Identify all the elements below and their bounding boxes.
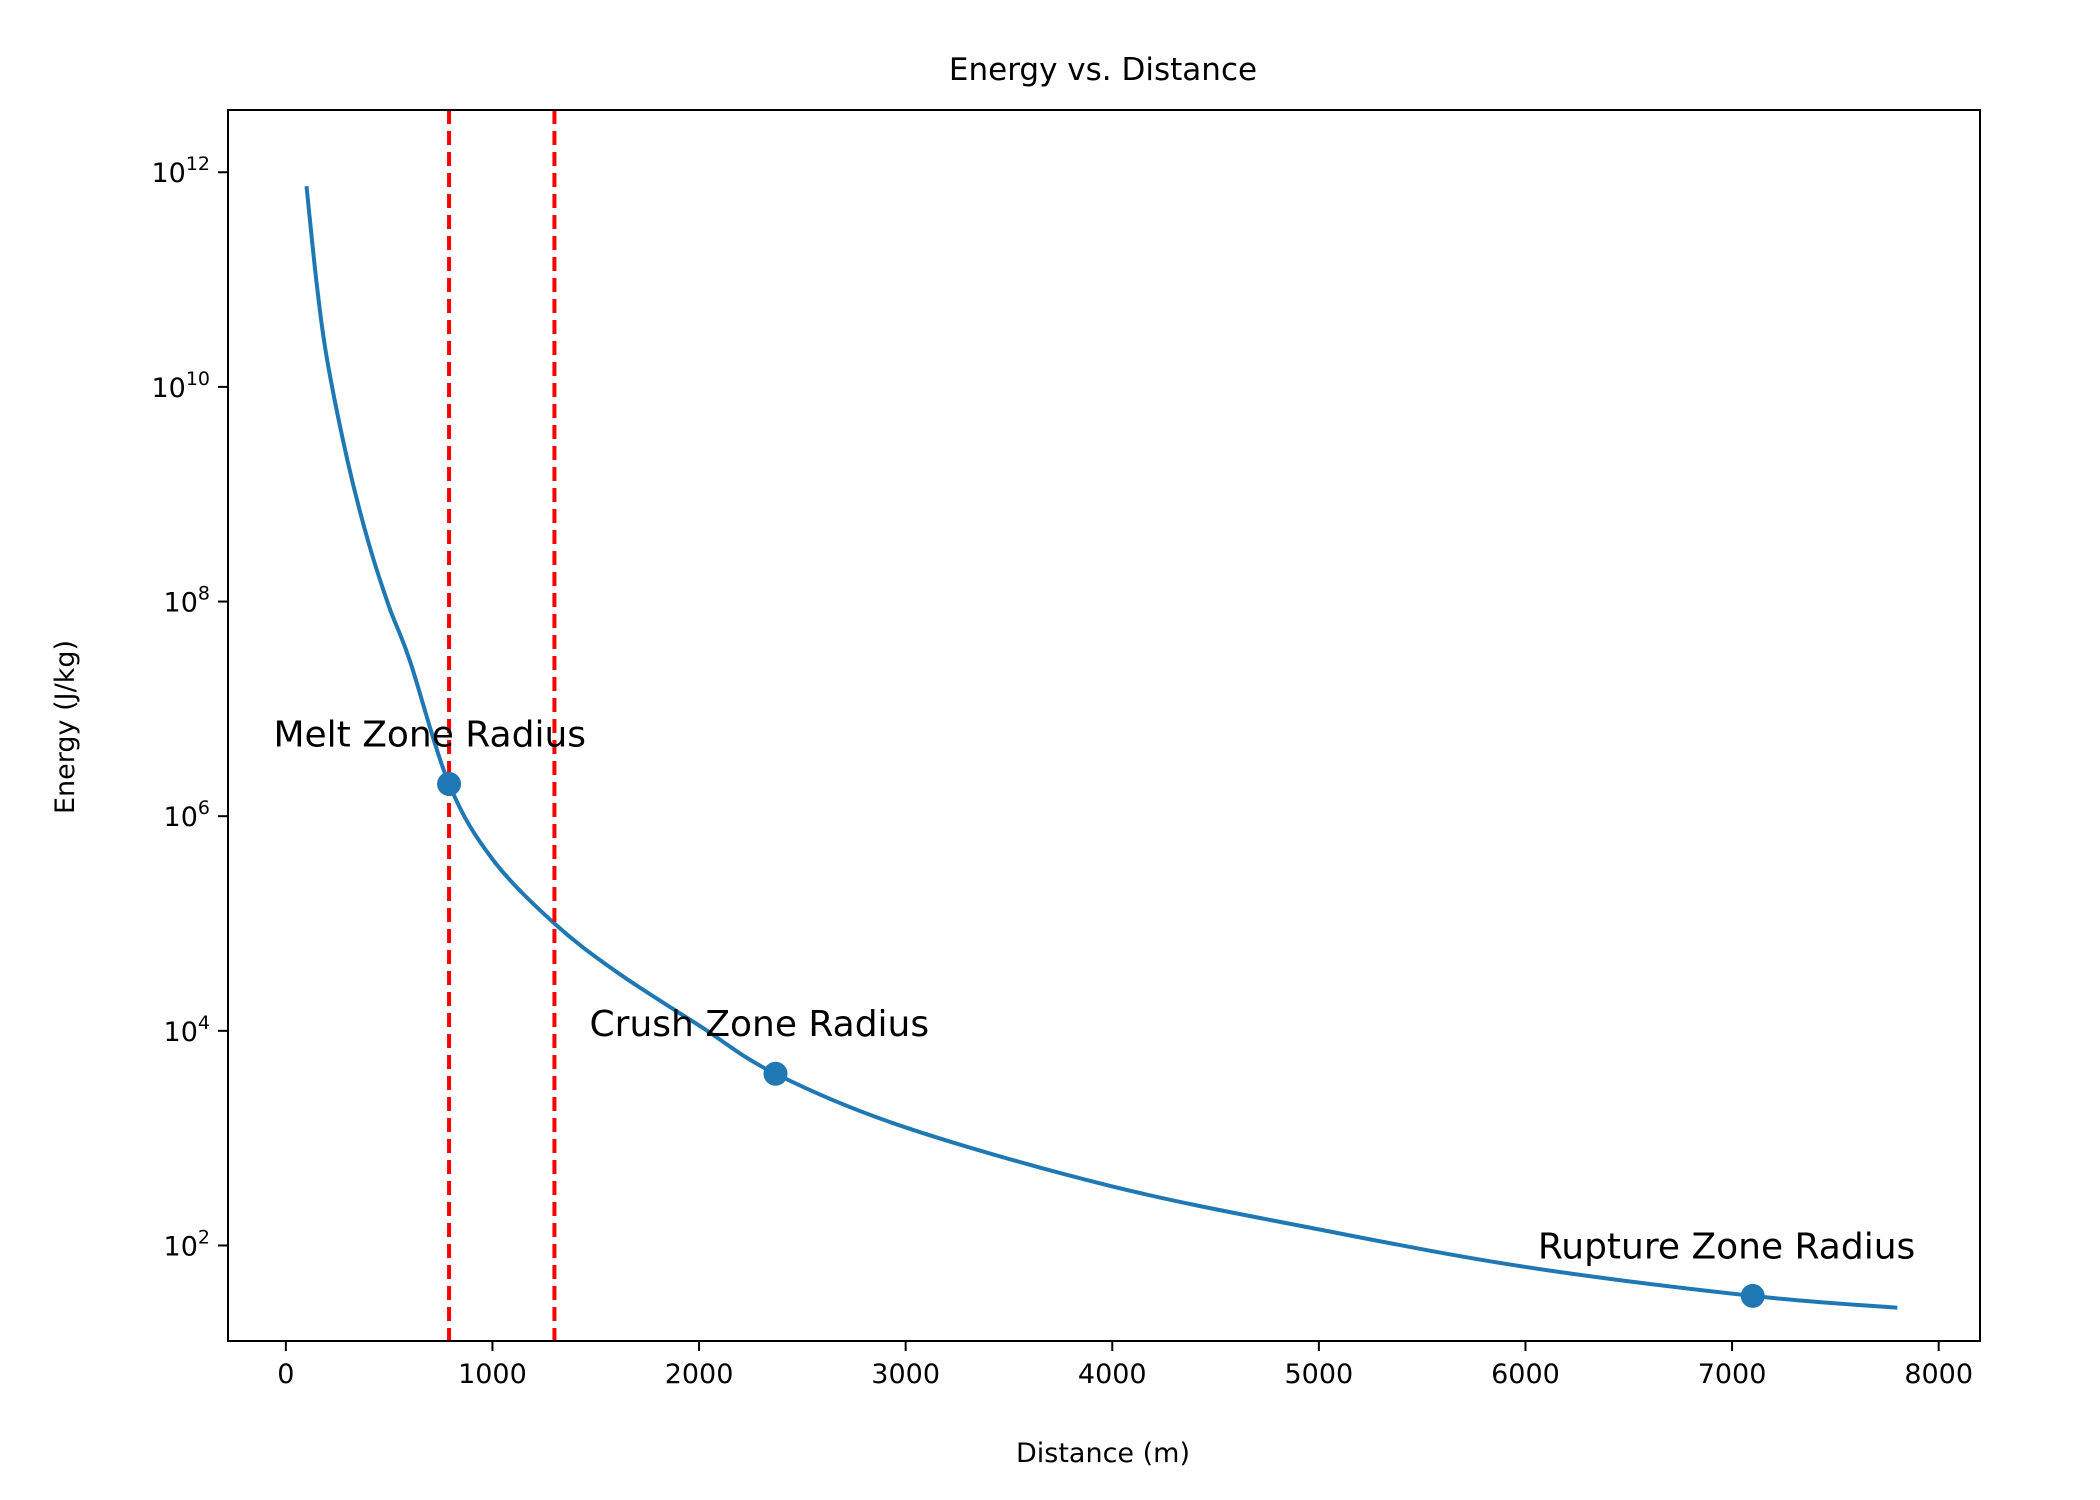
y-tick-exponent: 10	[186, 368, 210, 390]
axes-frame	[227, 109, 1981, 1342]
marker-label-0: Melt Zone Radius	[273, 714, 586, 755]
y-tick-label-2: 106	[164, 797, 210, 833]
y-tick-base: 10	[164, 588, 198, 619]
chart-title: Energy vs. Distance	[949, 52, 1257, 88]
marker-label-1: Crush Zone Radius	[590, 1004, 930, 1045]
marker-point-0	[437, 771, 462, 796]
x-tick-label-8: 8000	[1904, 1359, 1973, 1390]
y-axis-label: Energy (J/kg)	[50, 640, 81, 814]
series-line-0	[304, 185, 1898, 1310]
x-tick-label-3: 3000	[871, 1359, 940, 1390]
x-tick-label-2: 2000	[665, 1359, 734, 1390]
y-tick-base: 10	[164, 802, 198, 833]
x-tick-label-5: 5000	[1285, 1359, 1354, 1390]
x-tick-label-7: 7000	[1698, 1359, 1767, 1390]
y-tick-base: 10	[151, 158, 185, 189]
x-axis: 0 1000 2000 3000 4000 5000 6000 7000 8000	[277, 1341, 1973, 1390]
y-tick-base: 10	[151, 373, 185, 404]
y-tick-base: 10	[164, 1231, 198, 1262]
y-tick-exponent: 4	[198, 1012, 210, 1034]
y-tick-label-1: 104	[164, 1012, 210, 1048]
x-axis-label: Distance (m)	[1016, 1438, 1190, 1469]
y-tick-exponent: 6	[198, 797, 210, 819]
x-tick-label-4: 4000	[1078, 1359, 1147, 1390]
y-tick-label-5: 1012	[151, 153, 210, 189]
x-tick-label-6: 6000	[1491, 1359, 1560, 1390]
x-tick-label-0: 0	[277, 1359, 294, 1390]
y-tick-exponent: 8	[198, 583, 210, 605]
y-tick-label-3: 108	[164, 583, 210, 619]
marker-point-2	[1740, 1283, 1765, 1308]
marker-label-2: Rupture Zone Radius	[1538, 1226, 1915, 1267]
x-tick-label-1: 1000	[458, 1359, 527, 1390]
y-tick-label-0: 102	[164, 1226, 210, 1262]
y-tick-exponent: 2	[198, 1226, 210, 1248]
plot-area	[304, 110, 1898, 1341]
y-tick-label-4: 1010	[151, 368, 210, 404]
marker-point-1	[763, 1061, 788, 1086]
y-tick-exponent: 12	[186, 153, 210, 175]
annotations: Melt Zone Radius Crush Zone Radius Rupture…	[273, 714, 1915, 1308]
y-tick-base: 10	[164, 1017, 198, 1048]
